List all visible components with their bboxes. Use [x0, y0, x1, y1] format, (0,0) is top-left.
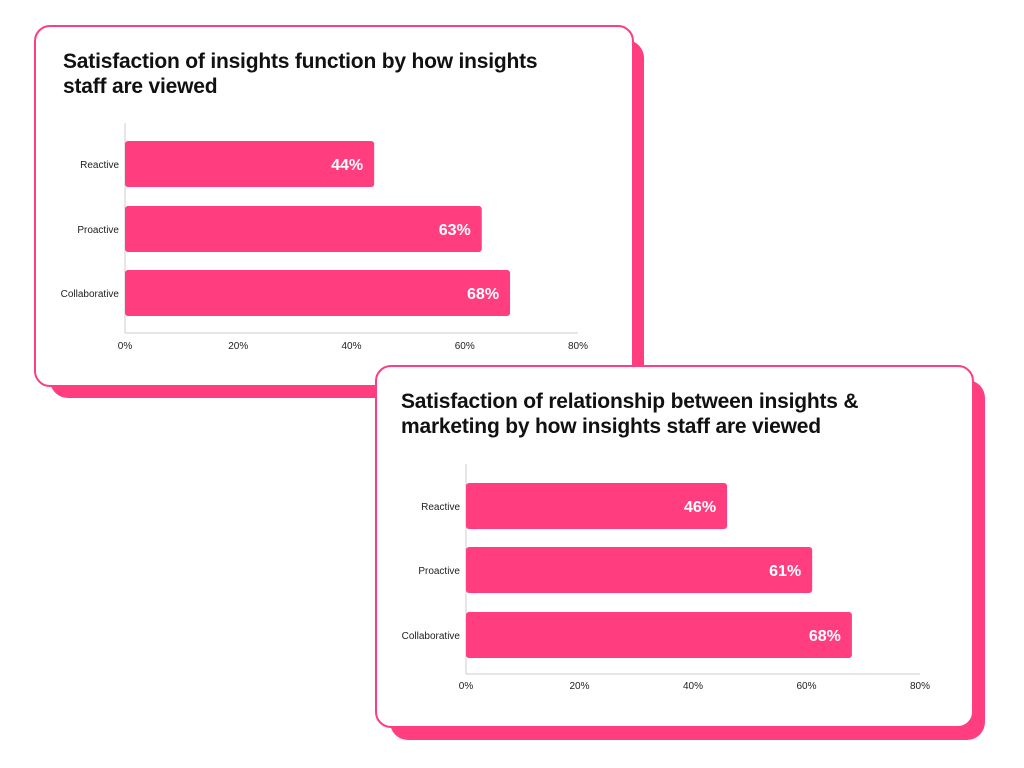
category-label: Reactive: [80, 160, 119, 171]
bar-collaborative: [466, 612, 852, 658]
category-label: Collaborative: [61, 289, 120, 300]
x-tick-label: 40%: [341, 341, 361, 352]
x-tick-label: 0%: [118, 341, 133, 352]
bar-value-label: 46%: [684, 499, 716, 516]
x-tick-label: 0%: [459, 681, 474, 692]
bar-value-label: 68%: [467, 286, 499, 303]
chart-title: Satisfaction of insights function by how…: [63, 50, 538, 98]
category-label: Proactive: [77, 225, 119, 236]
x-tick-label: 80%: [910, 681, 930, 692]
bar-reactive: [125, 141, 375, 187]
bar-collaborative: [125, 270, 511, 316]
bar-proactive: [466, 547, 813, 593]
category-label: Collaborative: [402, 631, 461, 642]
x-tick-label: 60%: [455, 341, 475, 352]
x-tick-label: 80%: [568, 341, 588, 352]
bar-reactive: [466, 483, 728, 529]
card-panel: Satisfaction of relationship between ins…: [375, 365, 974, 728]
x-tick-label: 60%: [796, 681, 816, 692]
x-tick-label: 20%: [569, 681, 589, 692]
category-label: Proactive: [418, 566, 460, 577]
category-label: Reactive: [421, 502, 460, 513]
bar-value-label: 63%: [439, 222, 471, 239]
x-tick-label: 40%: [683, 681, 703, 692]
bar-value-label: 61%: [769, 563, 801, 580]
x-tick-label: 20%: [228, 341, 248, 352]
bar-proactive: [125, 206, 482, 252]
bar-value-label: 44%: [331, 157, 363, 174]
bar-value-label: 68%: [809, 628, 841, 645]
chart-title: Satisfaction of relationship between ins…: [401, 390, 859, 438]
